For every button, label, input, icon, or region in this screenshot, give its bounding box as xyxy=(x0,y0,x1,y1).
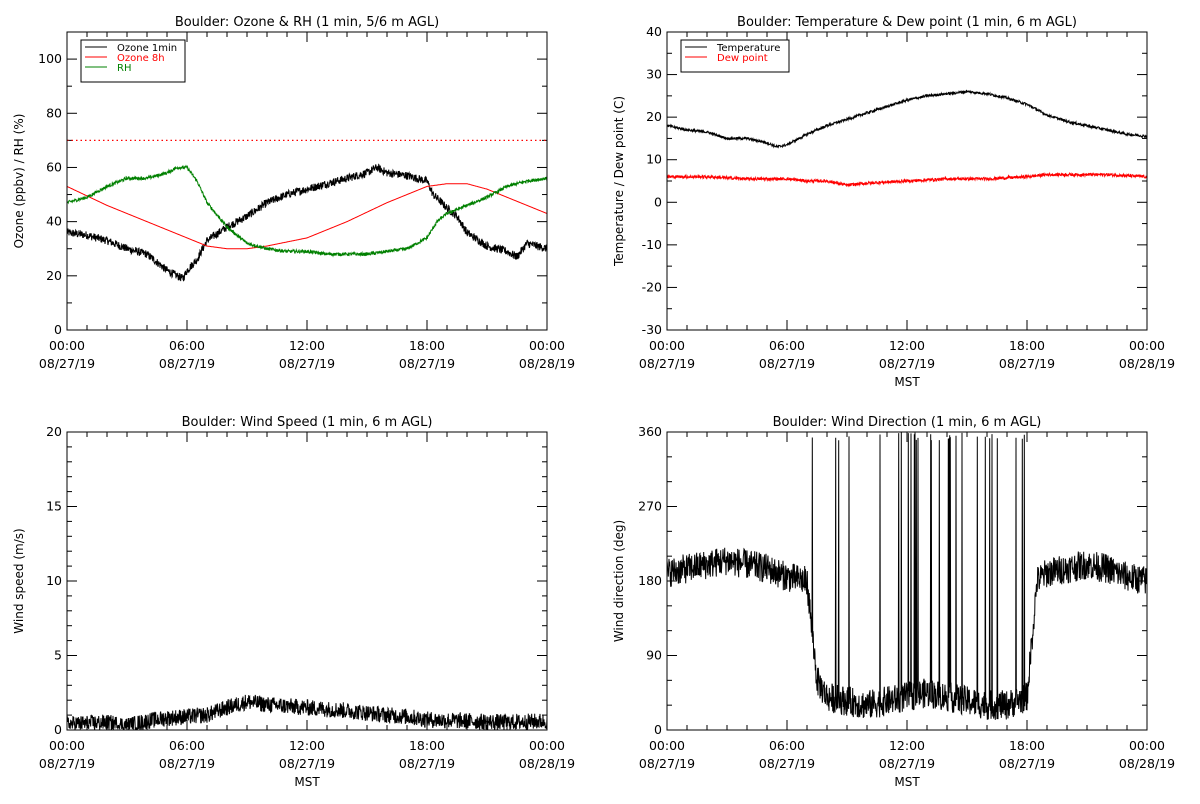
series-line-2 xyxy=(667,171,1147,188)
x-tick-label-time: 06:00 xyxy=(769,738,805,753)
y-tick-label: 360 xyxy=(638,424,662,439)
x-tick-label-date: 08/28/19 xyxy=(1119,356,1175,371)
x-axis-label: MST xyxy=(894,775,920,789)
y-axis-label: Wind speed (m/s) xyxy=(12,528,26,633)
x-tick-label-date: 08/27/19 xyxy=(159,756,215,771)
legend-entry: Temperature xyxy=(716,43,780,54)
x-tick-label-date: 08/27/19 xyxy=(759,356,815,371)
chart-title: Boulder: Temperature & Dew point (1 min,… xyxy=(737,15,1077,30)
x-tick-label-date: 08/27/19 xyxy=(639,756,695,771)
y-tick-label: 30 xyxy=(646,67,662,82)
y-tick-label: 80 xyxy=(46,105,62,120)
x-tick-label-time: 06:00 xyxy=(169,338,205,353)
panel-3: Boulder: Wind Speed (1 min, 6 m AGL) Wind… xyxy=(12,415,575,789)
panel-1: Boulder: Ozone & RH (1 min, 5/6 m AGL) Oz… xyxy=(12,15,575,371)
legend-entry: Ozone 8h xyxy=(117,53,165,64)
y-axis-label: Temperature / Dew point (C) xyxy=(612,96,626,267)
x-tick-label-date: 08/27/19 xyxy=(999,756,1055,771)
plot-frame xyxy=(66,31,548,331)
x-tick-label-date: 08/28/19 xyxy=(1119,756,1175,771)
x-tick-label-time: 06:00 xyxy=(169,738,205,753)
x-tick-label-date: 08/27/19 xyxy=(159,356,215,371)
y-tick-label: 15 xyxy=(46,499,62,514)
y-axis-label: Ozone (ppbv) / RH (%) xyxy=(12,114,26,249)
y-tick-label: 10 xyxy=(646,152,662,167)
x-tick-label-time: 00:00 xyxy=(49,738,85,753)
legend-entry: Dew point xyxy=(717,53,768,64)
x-tick-label-time: 00:00 xyxy=(49,338,85,353)
x-tick-label-time: 12:00 xyxy=(289,338,325,353)
y-tick-label: 10 xyxy=(46,573,62,588)
y-tick-label: 20 xyxy=(46,268,62,283)
x-tick-label-date: 08/27/19 xyxy=(39,756,95,771)
series-line-3 xyxy=(67,164,547,258)
x-tick-label-date: 08/27/19 xyxy=(999,356,1055,371)
x-tick-label-date: 08/27/19 xyxy=(639,356,695,371)
series-line-1 xyxy=(667,89,1147,149)
x-tick-label-date: 08/28/19 xyxy=(519,756,575,771)
plot-frame xyxy=(66,431,548,731)
series-line-1 xyxy=(67,694,547,730)
x-tick-label-time: 12:00 xyxy=(889,738,925,753)
panel-4: Boulder: Wind Direction (1 min, 6 m AGL)… xyxy=(612,415,1175,789)
y-axis-label: Wind direction (deg) xyxy=(612,520,626,642)
x-tick-label-date: 08/27/19 xyxy=(279,356,335,371)
x-tick-label-date: 08/28/19 xyxy=(519,356,575,371)
y-tick-label: 40 xyxy=(646,24,662,39)
panel-2: Boulder: Temperature & Dew point (1 min,… xyxy=(612,15,1175,389)
x-axis-label: MST xyxy=(294,775,320,789)
series-line-1 xyxy=(67,163,547,282)
plot-frame xyxy=(666,31,1148,331)
y-tick-label: -10 xyxy=(642,237,662,252)
chart-title: Boulder: Wind Direction (1 min, 6 m AGL) xyxy=(773,415,1042,430)
x-tick-label-time: 00:00 xyxy=(1129,338,1165,353)
x-tick-label-time: 18:00 xyxy=(1009,338,1045,353)
x-tick-label-time: 12:00 xyxy=(289,738,325,753)
y-tick-label: 180 xyxy=(638,573,662,588)
x-tick-label-time: 00:00 xyxy=(649,738,685,753)
x-tick-label-date: 08/27/19 xyxy=(39,356,95,371)
y-tick-label: 40 xyxy=(46,214,62,229)
y-tick-label: 5 xyxy=(54,648,62,663)
x-tick-label-time: 00:00 xyxy=(529,338,565,353)
y-tick-label: 0 xyxy=(54,322,62,337)
y-tick-label: -30 xyxy=(642,322,662,337)
x-tick-label-time: 18:00 xyxy=(409,738,445,753)
x-tick-label-time: 00:00 xyxy=(1129,738,1165,753)
series-line-1 xyxy=(667,432,1147,720)
y-tick-label: 90 xyxy=(646,648,662,663)
x-tick-label-date: 08/27/19 xyxy=(879,356,935,371)
x-tick-label-time: 06:00 xyxy=(769,338,805,353)
plot-frame xyxy=(666,431,1148,731)
x-tick-label-date: 08/27/19 xyxy=(879,756,935,771)
x-tick-label-date: 08/27/19 xyxy=(399,356,455,371)
x-tick-label-date: 08/27/19 xyxy=(759,756,815,771)
chart-title: Boulder: Ozone & RH (1 min, 5/6 m AGL) xyxy=(175,15,439,30)
y-tick-label: 100 xyxy=(38,51,62,66)
x-tick-label-time: 18:00 xyxy=(1009,738,1045,753)
x-tick-label-date: 08/27/19 xyxy=(279,756,335,771)
x-tick-label-time: 12:00 xyxy=(889,338,925,353)
legend-entry: RH xyxy=(117,63,131,74)
series-line-2 xyxy=(67,183,547,250)
x-axis-label: MST xyxy=(894,375,920,389)
y-tick-label: 0 xyxy=(54,722,62,737)
chart-title: Boulder: Wind Speed (1 min, 6 m AGL) xyxy=(182,415,433,430)
y-tick-label: 20 xyxy=(646,109,662,124)
y-tick-label: 20 xyxy=(46,424,62,439)
y-tick-label: -20 xyxy=(642,279,662,294)
y-tick-label: 0 xyxy=(654,194,662,209)
x-tick-label-time: 18:00 xyxy=(409,338,445,353)
legend-entry: Ozone 1min xyxy=(117,43,177,54)
legend xyxy=(680,39,790,73)
y-tick-label: 270 xyxy=(638,499,662,514)
y-tick-label: 60 xyxy=(46,159,62,174)
x-tick-label-time: 00:00 xyxy=(649,338,685,353)
y-tick-label: 0 xyxy=(654,722,662,737)
x-tick-label-date: 08/27/19 xyxy=(399,756,455,771)
x-tick-label-time: 00:00 xyxy=(529,738,565,753)
